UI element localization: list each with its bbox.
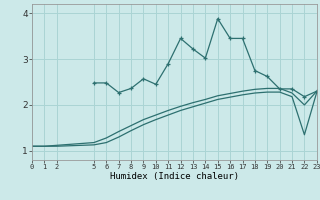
X-axis label: Humidex (Indice chaleur): Humidex (Indice chaleur) bbox=[110, 172, 239, 181]
